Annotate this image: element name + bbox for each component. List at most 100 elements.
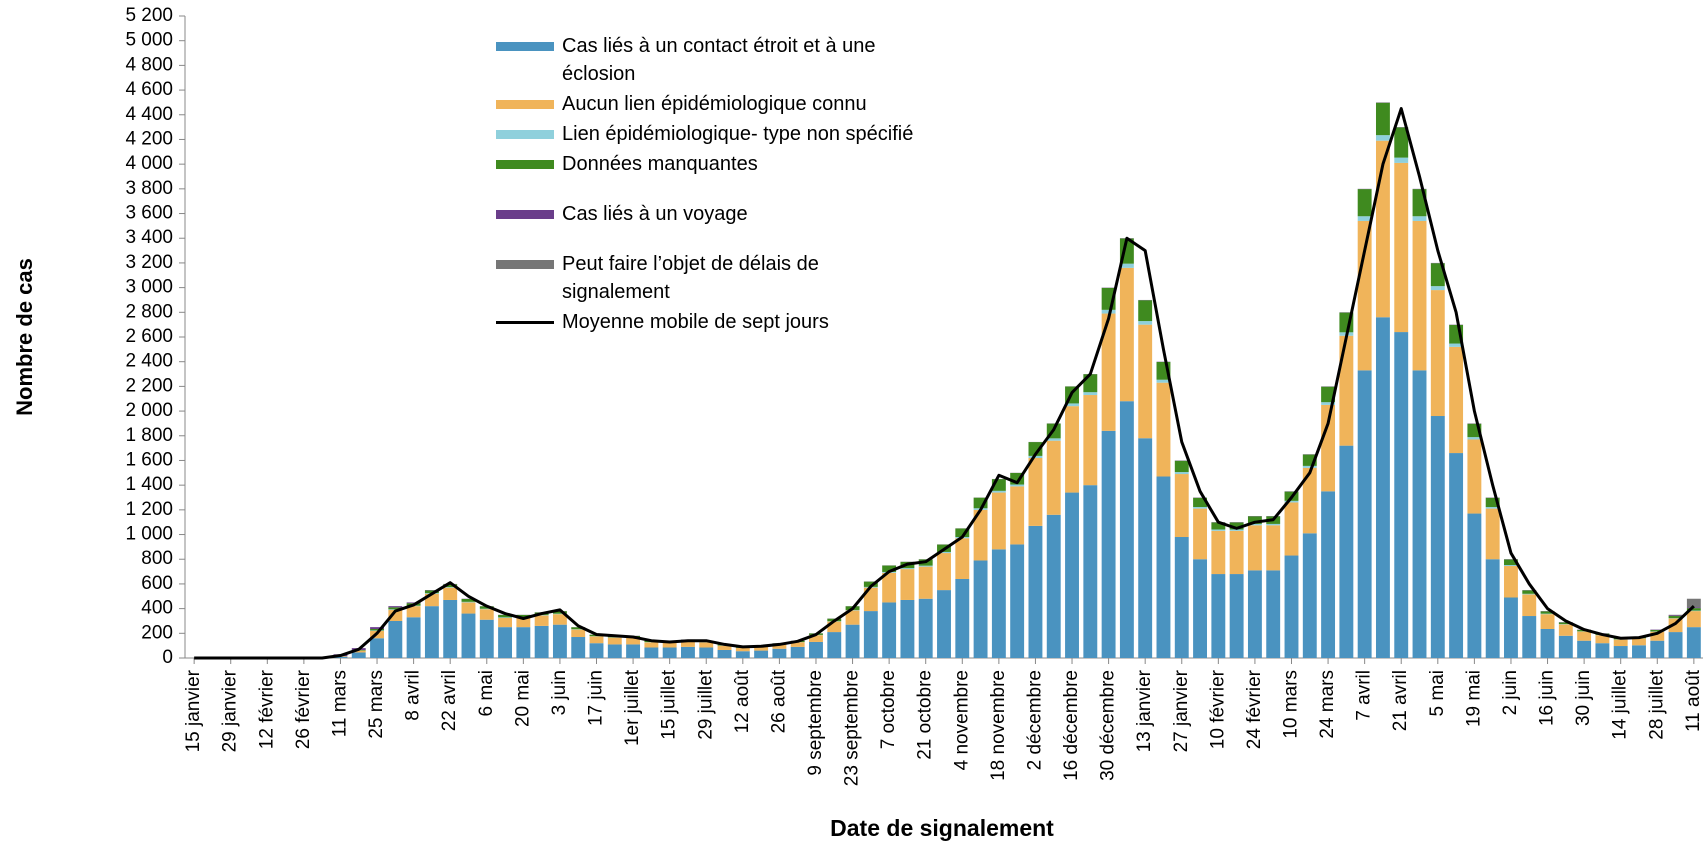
x-tick-label: 9 septembre (805, 670, 826, 776)
bar-segment (388, 607, 403, 610)
bar-segment (406, 617, 421, 658)
bar-segment (1449, 346, 1464, 454)
bar-segment (1430, 416, 1445, 658)
bar-segment (1540, 611, 1555, 614)
y-tick-label: 3 200 (125, 252, 173, 273)
bar-segment (644, 642, 659, 648)
bar-segment (1119, 401, 1134, 658)
bar-segment (991, 492, 1006, 550)
bar-segment (1193, 559, 1207, 658)
x-tick-label: 8 avril (403, 670, 424, 721)
bar-segment (443, 587, 458, 588)
y-tick-label: 800 (141, 548, 173, 569)
bar-segment (754, 650, 769, 658)
legend-item: Aucun lien épidémiologique connu (496, 90, 936, 118)
x-tick-label: 26 août (768, 669, 789, 733)
legend: Cas liés à un contact étroit et à une éc… (496, 32, 936, 338)
bar-segment (1321, 491, 1336, 658)
bar-segment (1686, 627, 1701, 658)
bar-segment (351, 650, 366, 653)
x-tick-label: 23 septembre (842, 670, 863, 786)
bar-segment (809, 641, 823, 658)
moving-average-line (194, 107, 1695, 660)
bar-segment (1650, 640, 1665, 658)
legend-item: Données manquantes (496, 150, 936, 178)
x-tick-label: 1er juillet (622, 669, 643, 746)
bar-segment (1504, 565, 1518, 567)
bar-segment (1430, 263, 1445, 287)
bar-segment (973, 509, 988, 561)
bar-segment (1284, 555, 1299, 658)
bar-segment (333, 656, 348, 658)
bar-segment (863, 587, 878, 612)
bar-segment (790, 642, 805, 647)
bar-segment (681, 641, 695, 647)
bar-segment (461, 601, 476, 603)
bar-segment (991, 490, 1006, 493)
bar-segment (1375, 102, 1390, 136)
x-tick-label: 18 novembre (988, 670, 1009, 781)
legend-item: Cas liés à un voyage (496, 200, 936, 228)
bar-segment (571, 637, 586, 658)
bar-segment (1138, 324, 1153, 439)
bar-segment (1412, 216, 1427, 221)
bar-segment (626, 637, 641, 645)
bar-segment (955, 538, 970, 579)
x-tick-label: 14 juillet (1610, 669, 1631, 739)
bar-segment (1394, 127, 1409, 158)
bar-segment (370, 628, 384, 631)
y-tick-label: 3 000 (125, 277, 173, 298)
bar-segment (498, 617, 513, 628)
legend-item: Cas liés à un contact étroit et à une éc… (496, 32, 936, 88)
x-tick-label: 15 janvier (183, 669, 204, 752)
legend-swatch (496, 130, 554, 139)
bar-segment (735, 651, 750, 658)
bar-segment (1028, 457, 1043, 526)
bar-segment (882, 565, 897, 572)
bar-segment (1247, 570, 1262, 658)
bar-segment (1394, 157, 1409, 163)
bar-segment (1394, 332, 1409, 658)
bar-segment (662, 647, 677, 658)
legend-swatch (496, 210, 554, 219)
bar-segment (937, 551, 951, 554)
bar-segment (1138, 321, 1153, 325)
bar-segment (955, 528, 970, 538)
bar-segment (1394, 162, 1409, 333)
bar-segment (1412, 220, 1427, 371)
bar-segment (388, 606, 403, 608)
bar-segment (955, 578, 970, 658)
y-tick-label: 400 (141, 598, 173, 619)
y-tick-label: 4 400 (125, 104, 173, 125)
bar-segment (1046, 440, 1061, 515)
bar-segment (1467, 437, 1482, 440)
x-tick-label: 21 octobre (915, 670, 936, 760)
bar-segment (882, 572, 897, 603)
bar-segment (1357, 220, 1372, 371)
bar-segment (1595, 635, 1610, 644)
bar-segment (754, 646, 769, 651)
bar-segment (1339, 445, 1354, 658)
bar-segment (534, 615, 549, 626)
bar-segment (1119, 267, 1134, 402)
y-tick-label: 3 600 (125, 203, 173, 224)
bar-segment (1010, 486, 1025, 545)
bar-segment (1577, 640, 1592, 658)
bar-segment (589, 643, 604, 658)
bar-segment (772, 648, 787, 658)
bar-segment (1211, 530, 1226, 575)
bar-segment (1247, 516, 1262, 524)
bar-segment (1357, 216, 1372, 221)
x-tick-label: 26 février (293, 669, 314, 749)
bar-segment (1595, 643, 1610, 658)
bar-segment (681, 646, 695, 658)
x-tick-label: 22 avril (439, 670, 460, 731)
bar-segment (1357, 189, 1372, 217)
bar-segment (1558, 624, 1573, 636)
bar-segment (443, 599, 458, 658)
bar-segment (1229, 529, 1244, 531)
x-tick-label: 5 mai (1427, 670, 1448, 716)
legend-swatch (496, 321, 554, 324)
bar-segment (900, 599, 915, 658)
